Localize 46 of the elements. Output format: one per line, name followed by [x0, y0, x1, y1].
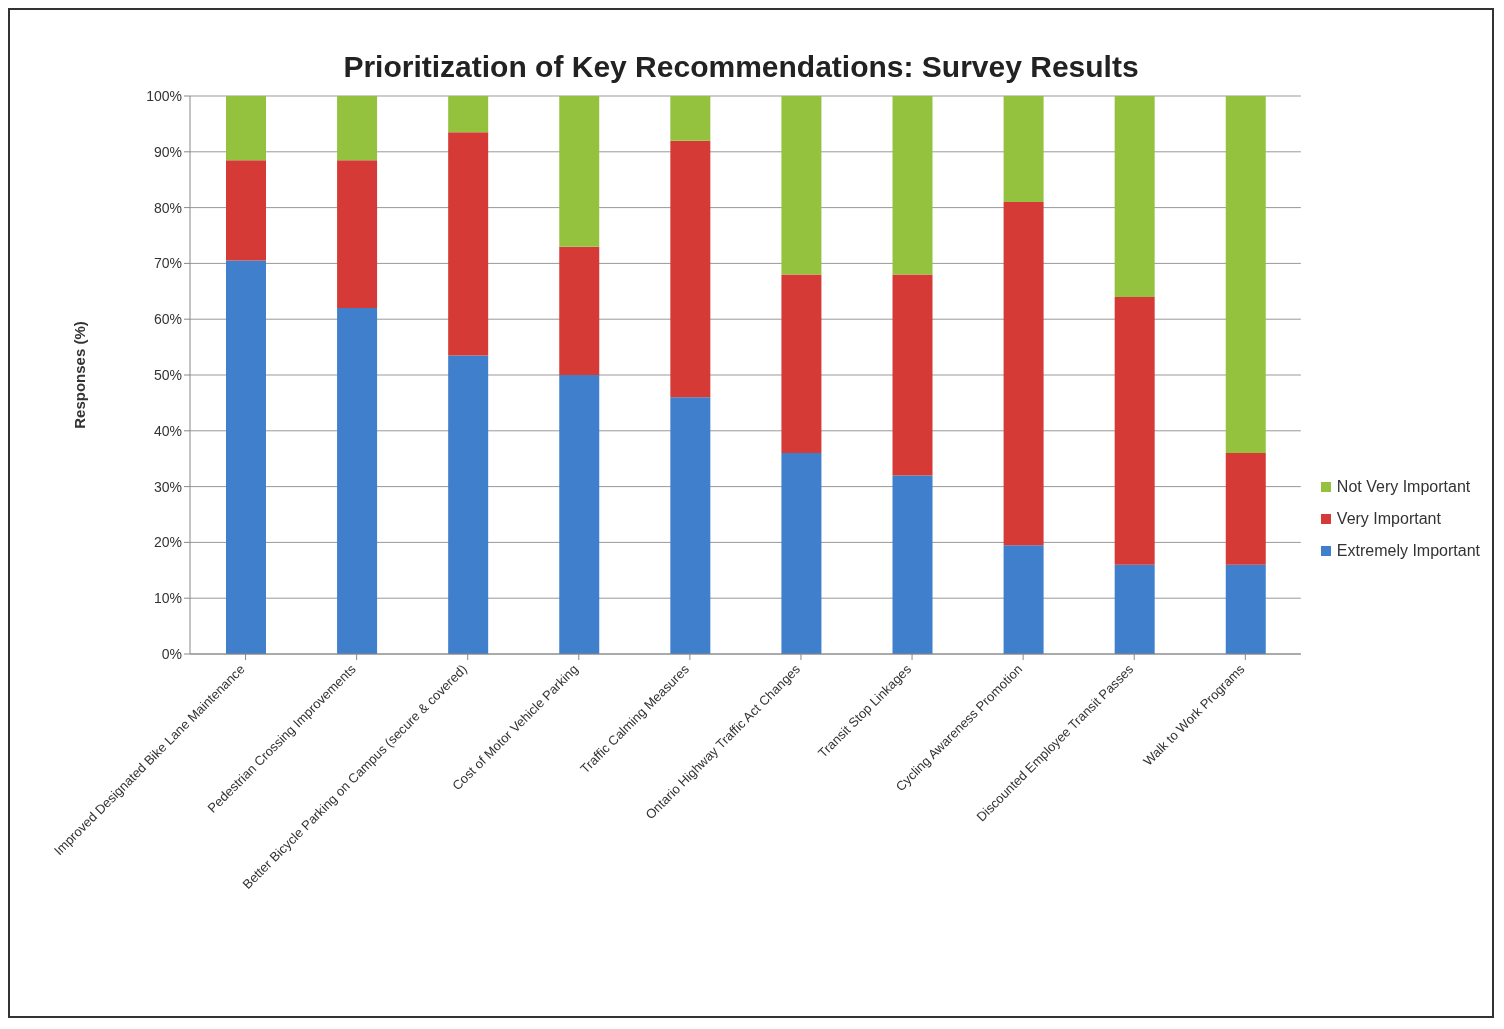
y-tick-label: 20% [153, 534, 182, 551]
bar [670, 96, 711, 141]
bar [670, 140, 711, 398]
chart-title: Prioritization of Key Recommendations: Survey Results [342, 50, 1140, 84]
bar [892, 96, 933, 275]
bar [1225, 453, 1266, 565]
bar [448, 132, 489, 356]
bar [1114, 564, 1155, 654]
bar [892, 475, 933, 654]
bar [226, 260, 266, 654]
bar [559, 246, 600, 375]
y-tick-label: 60% [153, 311, 182, 328]
bar [448, 96, 489, 133]
bar [670, 397, 711, 654]
bar [559, 96, 600, 247]
bar [337, 96, 378, 161]
y-tick-label: 50% [153, 366, 182, 383]
y-tick-label: 70% [153, 255, 182, 272]
bar [1003, 545, 1044, 654]
legend-label: Very Important [1335, 510, 1442, 528]
bar [1225, 564, 1266, 654]
bar [781, 453, 822, 654]
y-tick-label: 10% [153, 590, 182, 607]
bar [781, 274, 822, 454]
y-tick-label: 100% [146, 87, 182, 104]
y-tick-label: 40% [153, 422, 182, 439]
legend-label: Not Very Important [1335, 478, 1472, 496]
bar [226, 160, 266, 261]
legend-label: Extremely Important [1335, 542, 1480, 560]
bar [559, 375, 600, 654]
bar [781, 96, 822, 275]
bar [892, 274, 933, 476]
bar [1114, 96, 1155, 297]
y-tick-label: 30% [153, 478, 182, 495]
y-tick-label: 0% [161, 645, 182, 662]
bar [1114, 296, 1155, 565]
bar [1003, 202, 1044, 546]
y-tick-label: 80% [153, 199, 182, 216]
bar [1003, 96, 1044, 203]
bar [337, 160, 378, 309]
bar [226, 96, 266, 161]
bar [448, 355, 489, 654]
bar [1225, 96, 1266, 454]
bar [337, 308, 378, 654]
y-axis-title: Responses (%) [71, 321, 89, 429]
y-tick-label: 90% [153, 143, 182, 160]
